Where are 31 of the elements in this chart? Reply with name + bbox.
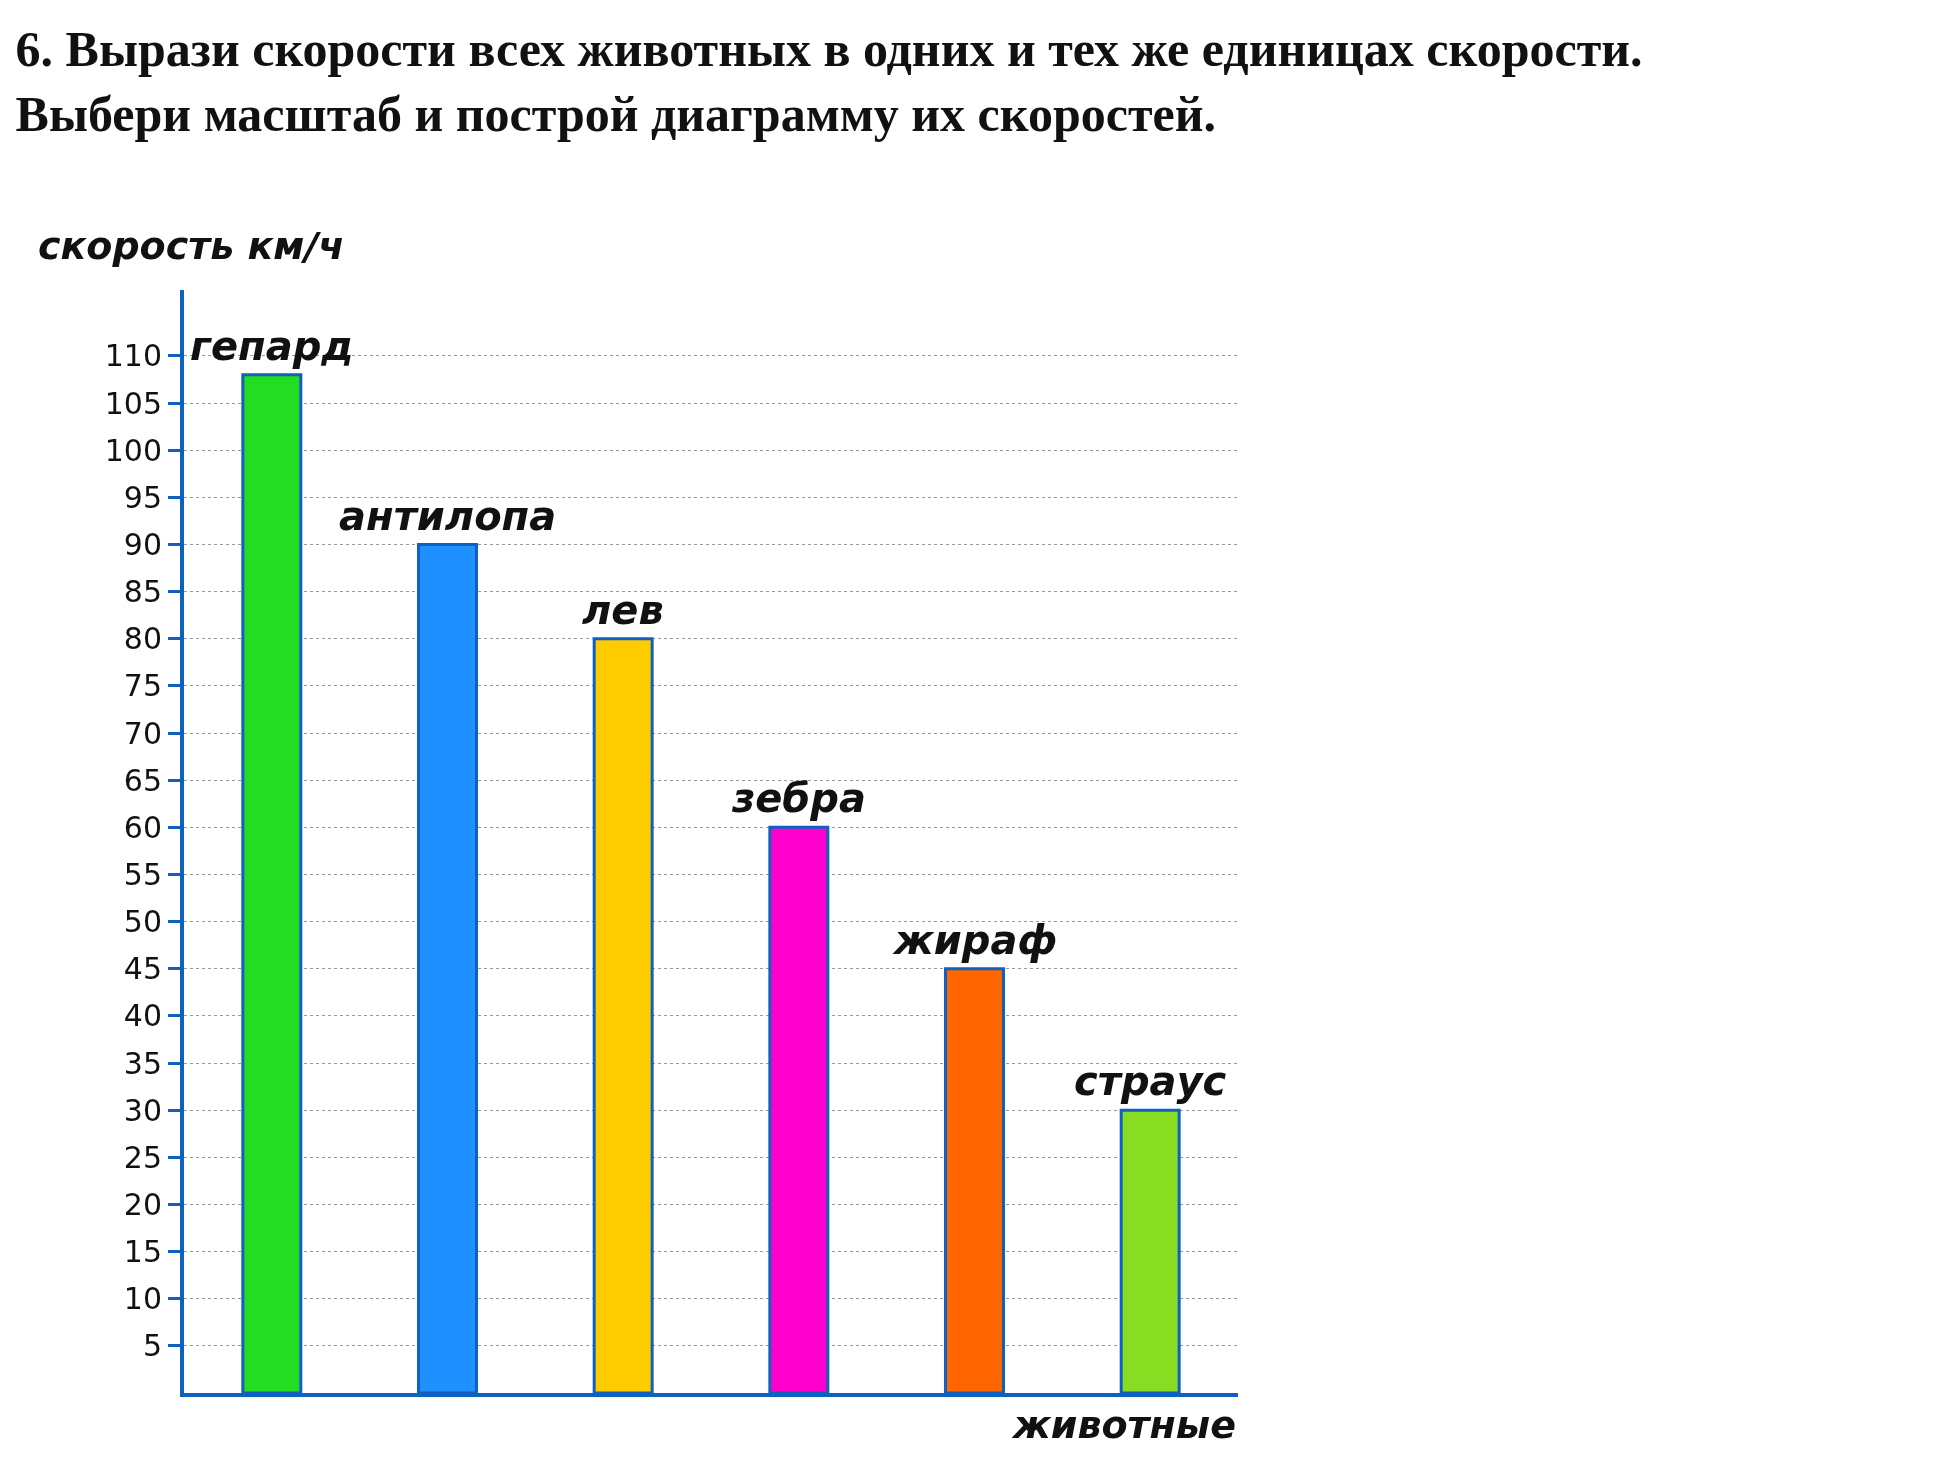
y-tick-label: 60 [123,809,162,845]
y-tick-label: 5 [142,1328,162,1364]
x-axis-title: животные [1011,1403,1237,1447]
y-tick-label: 55 [123,857,162,892]
y-tick-label: 50 [123,904,162,940]
y-tick-label: 100 [104,432,162,468]
x-tick-label: гепард [190,323,354,369]
x-tick-label: страус [1074,1058,1227,1104]
y-tick-label: 95 [123,479,162,515]
x-tick-label: жираф [892,917,1058,963]
y-axis-title: скорость км/ч [38,224,345,268]
x-tick-label: зебра [731,775,866,821]
y-tick-label: 70 [123,715,162,751]
x-tick-label: антилопа [339,493,557,539]
y-tick-label: 110 [104,338,162,374]
y-tick-label: 15 [123,1234,162,1270]
x-tick-label: лев [582,587,664,633]
y-tick-label: 90 [123,527,162,563]
chart-title: 6. Вырази скорости всех животных в одних и тех же единицах скорости. Выбери масштаб и построй диаграмму их скоростей. [15,21,1643,143]
y-tick-label: 40 [123,998,162,1034]
y-tick-label: 10 [123,1281,162,1317]
y-tick-label: 25 [123,1139,162,1175]
y-tick-label: 35 [123,1045,162,1081]
y-tick-label: 75 [123,668,162,704]
y-tick-label: 20 [123,1186,162,1222]
y-tick-label: 80 [123,621,162,657]
y-tick-label: 85 [123,574,162,610]
y-tick-label: 65 [123,762,162,798]
y-tick-label: 105 [104,385,162,421]
y-tick-label: 30 [123,1092,162,1128]
y-tick-label: 45 [123,951,162,987]
